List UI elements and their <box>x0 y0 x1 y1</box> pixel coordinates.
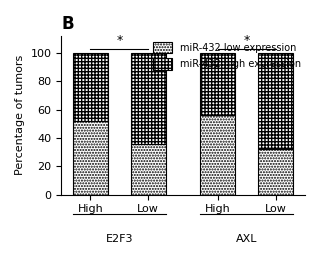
Bar <box>259 149 293 195</box>
Bar <box>201 53 235 115</box>
Text: *: * <box>244 34 250 46</box>
Bar <box>259 53 293 149</box>
Bar <box>201 115 235 195</box>
Legend: miR-432 low expression, miR-432 high expression: miR-432 low expression, miR-432 high exp… <box>149 38 305 74</box>
Text: E2F3: E2F3 <box>106 233 133 243</box>
Text: AXL: AXL <box>236 233 258 243</box>
Bar <box>131 144 166 195</box>
Bar <box>73 53 108 121</box>
Text: *: * <box>116 34 123 46</box>
Bar <box>73 121 108 195</box>
Y-axis label: Percentage of tumors: Percentage of tumors <box>15 55 25 175</box>
Bar <box>131 53 166 144</box>
Text: B: B <box>61 15 74 33</box>
